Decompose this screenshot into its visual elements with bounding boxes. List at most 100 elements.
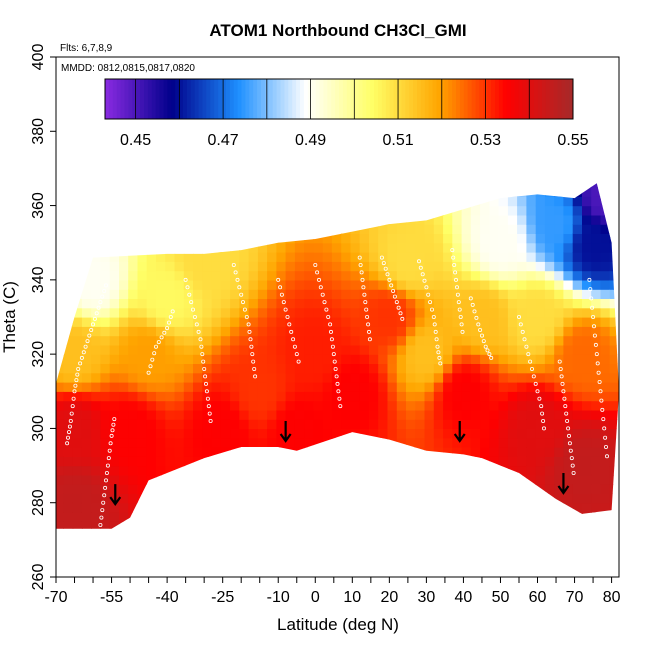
field-cell bbox=[489, 279, 500, 290]
field-cell bbox=[535, 196, 546, 207]
field-cell bbox=[415, 307, 426, 318]
field-cell bbox=[230, 344, 240, 355]
flight-sample-point bbox=[363, 300, 368, 305]
field-cell bbox=[387, 326, 398, 337]
field-cell bbox=[544, 326, 555, 337]
field-cell bbox=[341, 289, 352, 299]
field-cell bbox=[600, 372, 611, 383]
field-cell bbox=[350, 382, 361, 392]
field-cell bbox=[572, 437, 583, 448]
field-cell bbox=[165, 354, 176, 364]
colorbar-swatch bbox=[424, 79, 430, 119]
field-cell bbox=[100, 363, 111, 374]
field-cell bbox=[220, 335, 231, 346]
field-cell bbox=[128, 409, 139, 420]
field-cell bbox=[396, 289, 407, 299]
field-cell bbox=[461, 307, 472, 318]
field-cell bbox=[267, 382, 277, 392]
field-cell bbox=[304, 382, 315, 392]
field-cell bbox=[582, 474, 592, 485]
field-cell bbox=[600, 465, 611, 476]
field-cell bbox=[285, 289, 296, 299]
field-cell bbox=[396, 317, 407, 327]
field-cell bbox=[489, 242, 500, 253]
field-cell bbox=[322, 307, 333, 318]
field-cell bbox=[591, 270, 602, 281]
colorbar-swatch bbox=[261, 79, 266, 119]
field-cell bbox=[294, 382, 305, 392]
field-cell bbox=[452, 409, 463, 420]
field-cell bbox=[257, 307, 268, 318]
field-cell bbox=[396, 233, 407, 244]
flight-sample-point bbox=[87, 333, 92, 338]
flight-sample-point bbox=[281, 300, 286, 305]
flight-sample-point bbox=[558, 366, 563, 371]
field-cell bbox=[350, 233, 361, 244]
field-cell bbox=[387, 270, 398, 281]
flight-sample-point bbox=[183, 277, 188, 282]
field-cell bbox=[563, 317, 574, 327]
flight-sample-point bbox=[231, 262, 236, 267]
field-cell bbox=[211, 447, 222, 457]
flight-sample-point bbox=[103, 485, 108, 490]
field-cell bbox=[248, 270, 259, 281]
field-cell bbox=[582, 214, 592, 225]
field-cell bbox=[230, 307, 240, 318]
field-cell bbox=[619, 298, 629, 308]
field-cell bbox=[461, 344, 472, 355]
field-cell bbox=[183, 372, 194, 383]
field-cell bbox=[156, 437, 166, 448]
y-tick-label: 400 bbox=[30, 44, 47, 71]
colorbar-swatch bbox=[405, 79, 410, 119]
field-cell bbox=[572, 224, 583, 234]
field-cell bbox=[526, 409, 537, 420]
field-cell bbox=[100, 428, 111, 439]
flight-sample-point bbox=[336, 389, 341, 394]
field-cell bbox=[63, 409, 74, 420]
field-cell bbox=[294, 279, 305, 290]
field-cell bbox=[507, 354, 518, 364]
flights-annotation: Flts: 6,7,8,9 bbox=[60, 43, 113, 54]
field-cell bbox=[165, 447, 176, 457]
field-cell bbox=[470, 252, 481, 262]
field-cell bbox=[202, 372, 213, 383]
field-cell bbox=[81, 317, 92, 327]
field-cell bbox=[619, 428, 629, 438]
field-cell bbox=[498, 447, 509, 457]
field-cell bbox=[100, 279, 111, 290]
field-cell bbox=[91, 465, 102, 476]
field-cell bbox=[109, 279, 120, 290]
field-cell bbox=[609, 363, 619, 374]
field-cell bbox=[128, 344, 139, 355]
flight-sample-point bbox=[593, 342, 598, 347]
colorbar-swatch bbox=[335, 79, 340, 119]
field-cell bbox=[109, 512, 120, 522]
field-cell bbox=[137, 270, 148, 281]
field-cell bbox=[452, 335, 463, 346]
field-cell bbox=[128, 354, 139, 364]
field-cell bbox=[554, 465, 565, 476]
field-cell bbox=[480, 372, 490, 383]
field-cell bbox=[619, 512, 629, 522]
y-tick-label: 280 bbox=[30, 489, 47, 516]
field-cell bbox=[119, 372, 129, 383]
colorbar-swatch bbox=[276, 79, 281, 119]
field-cell bbox=[350, 409, 361, 420]
field-cell bbox=[119, 335, 129, 346]
field-cell bbox=[294, 409, 305, 420]
field-cell bbox=[619, 419, 629, 429]
flight-sample-point bbox=[337, 396, 342, 401]
field-cell bbox=[452, 363, 463, 374]
field-cell bbox=[128, 307, 139, 318]
field-cell bbox=[489, 233, 500, 244]
field-cell bbox=[619, 503, 629, 513]
field-cell bbox=[81, 502, 92, 513]
chart-title: ATOM1 Northbound CH3Cl_GMI bbox=[209, 21, 466, 40]
field-cell bbox=[56, 465, 64, 476]
field-cell bbox=[396, 279, 407, 290]
field-cell bbox=[45, 401, 55, 411]
field-cell bbox=[313, 279, 324, 290]
field-cell bbox=[424, 233, 435, 244]
field-cell bbox=[322, 233, 333, 244]
field-cell bbox=[563, 335, 574, 346]
